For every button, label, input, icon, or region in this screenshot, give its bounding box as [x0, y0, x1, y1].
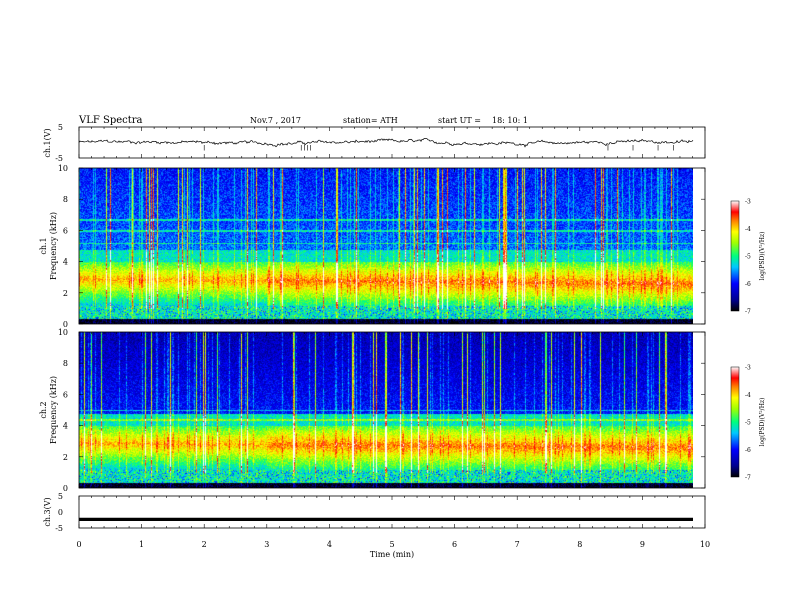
figure-title: VLF Spectra [78, 115, 143, 126]
ch1-colorbar-tick-label: -4 [745, 226, 751, 233]
ch1-waveform-panel: 5 -5 ch.1(V) [43, 123, 706, 163]
ch1-spec-ytick-label: 2 [63, 289, 68, 298]
ch2-spec-ylabel-line1: ch.2 [39, 401, 48, 418]
ch1-spectrogram-heatmap [79, 168, 693, 324]
x-tick-label: 10 [700, 540, 710, 549]
ch1-colorbar-tick-label: -7 [745, 309, 751, 316]
ch1-colorbar-gradient [730, 200, 740, 312]
x-tick-label: 4 [327, 540, 332, 549]
x-axis-tick-labels: 0 1 2 3 4 5 6 7 8 9 10 [76, 540, 710, 549]
ch1-colorbar-tick-label: -6 [745, 281, 751, 288]
ch2-colorbar-tick-label: -3 [745, 365, 751, 372]
x-tick-label: 8 [577, 540, 582, 549]
ch2-spectrogram-image-wrap [79, 332, 693, 488]
x-tick-label: 6 [452, 540, 457, 549]
ch1-ylabel: ch.1(V) [43, 128, 52, 157]
ch3-ytick-top: 5 [58, 492, 63, 501]
x-tick-label: 5 [389, 540, 394, 549]
ch2-spec-ytick-label: 0 [63, 484, 68, 493]
ch2-colorbar-tick-label: -6 [745, 447, 751, 454]
ch2-spec-ytick-label: 10 [58, 328, 68, 337]
date-label: Nov.7 , 2017 [250, 116, 301, 125]
ch2-spec-ytick-label: 4 [63, 422, 68, 431]
ch1-spec-ytick-label: 8 [63, 195, 68, 204]
ch2-colorbar-tick-label: -5 [745, 420, 751, 427]
ch2-spectrogram-panel: 0 2 4 6 8 10 ch.2 Frequency (kHz) [39, 328, 706, 493]
x-tick-label: 9 [640, 540, 645, 549]
ch2-spec-ylabel-line2: Frequency (kHz) [49, 376, 58, 444]
ch1-spec-ytick-label: 6 [63, 226, 68, 235]
ch1-spectrogram-image-wrap [79, 168, 693, 324]
x-axis-label: Time (min) [370, 550, 414, 559]
ch3-waveform-panel: 5 0 -5 ch.3(V) [43, 492, 706, 533]
ch1-colorbar-label: log(PSD)(V²/Hz) [759, 232, 766, 281]
ch2-spec-ytick-label: 2 [63, 453, 68, 462]
start-ut-label: start UT = [438, 116, 481, 125]
ch1-colorbar: -3 -4 -5 -6 -7 log(PSD)(V²/Hz) [730, 199, 766, 316]
ch3-ytick-mid: 0 [58, 508, 63, 517]
ch1-spec-ytick-label: 10 [58, 164, 68, 173]
ch1-waveform-trace [78, 138, 694, 148]
x-axis-ticks [78, 127, 706, 528]
x-tick-label: 2 [202, 540, 207, 549]
ch2-spec-ytick-label: 8 [63, 359, 68, 368]
ch2-colorbar-gradient [730, 366, 740, 478]
ch3-ytick-bottom: -5 [55, 524, 63, 533]
x-tick-label: 1 [139, 540, 144, 549]
ch2-colorbar-tick-label: -4 [745, 392, 751, 399]
ch3-ylabel: ch.3(V) [43, 497, 52, 526]
ch1-colorbar-tick-label: -5 [745, 254, 751, 261]
ch1-spectrogram-panel: 0 2 4 6 8 10 ch.1 Frequency (kHz) [39, 164, 706, 329]
start-ut-value: 18: 10: 1 [492, 116, 528, 125]
ch1-spec-ylabel-line1: ch.1 [39, 237, 48, 254]
ch1-colorbar-tick-label: -3 [745, 199, 751, 206]
ch2-spectrogram-heatmap [79, 332, 693, 488]
ch1-ytick-bottom: -5 [55, 154, 63, 163]
ch1-spec-ylabel-line2: Frequency (kHz) [49, 212, 58, 280]
ch2-colorbar-tick-label: -7 [745, 475, 751, 482]
station-label: station= ATH [343, 116, 398, 125]
x-tick-label: 7 [515, 540, 520, 549]
ch1-spec-ytick-label: 0 [63, 320, 68, 329]
x-tick-label: 3 [264, 540, 269, 549]
ch2-colorbar: -3 -4 -5 -6 -7 log(PSD)(V²/Hz) [730, 365, 766, 482]
x-tick-label: 0 [76, 540, 81, 549]
ch3-waveform-frame [78, 495, 706, 529]
ch2-spec-ytick-label: 6 [63, 390, 68, 399]
ch1-ytick-top: 5 [58, 123, 63, 132]
ch1-spec-ytick-label: 4 [63, 258, 68, 267]
ch2-colorbar-label: log(PSD)(V²/Hz) [759, 398, 766, 447]
